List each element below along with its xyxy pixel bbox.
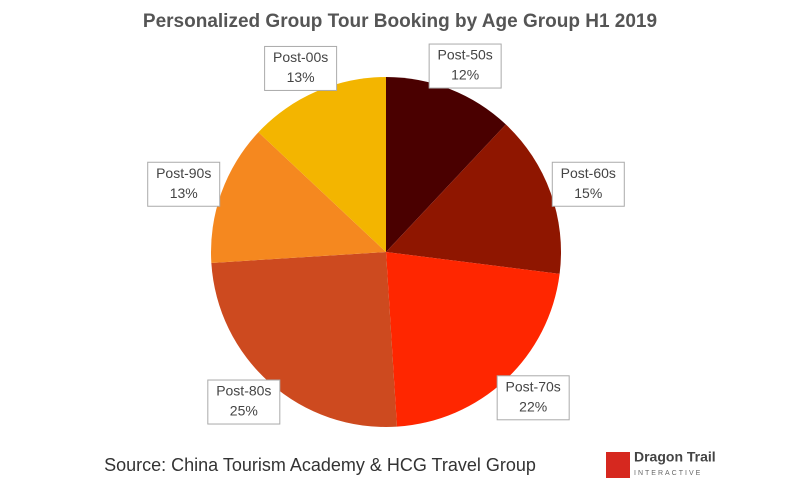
value-label: 25%	[230, 403, 258, 419]
pie-slice	[386, 252, 560, 427]
value-label: 15%	[574, 185, 602, 201]
slice-label: Post-90s	[156, 165, 211, 181]
label-box	[428, 43, 502, 89]
source: Source: China Tourism Academy & HCG Trav…	[104, 455, 536, 475]
value-label: 12%	[451, 67, 479, 83]
logo-icon	[606, 452, 630, 478]
pie-slice	[386, 77, 506, 252]
logo-text: Dragon Trail	[634, 449, 716, 465]
value-label: 22%	[519, 398, 547, 414]
slice-label: Post-80s	[216, 383, 271, 399]
pie-slice	[211, 132, 386, 263]
label-box	[207, 379, 281, 425]
slice-label: Post-60s	[561, 165, 616, 181]
pie-slice	[386, 124, 561, 274]
value-label: 13%	[287, 69, 315, 85]
logo-subtext: INTERACTIVE	[634, 470, 702, 477]
chart-title: Personalized Group Tour Booking by Age G…	[143, 11, 657, 32]
label-box	[551, 161, 625, 207]
pie-slice	[211, 252, 397, 427]
slice-label: Post-70s	[506, 378, 561, 394]
value-label: 13%	[170, 185, 198, 201]
label-box	[496, 375, 570, 421]
label-box	[264, 45, 338, 91]
label-box	[147, 161, 221, 207]
pie-slice	[258, 77, 386, 252]
slice-label: Post-50s	[438, 47, 493, 63]
slice-label: Post-00s	[273, 49, 328, 65]
